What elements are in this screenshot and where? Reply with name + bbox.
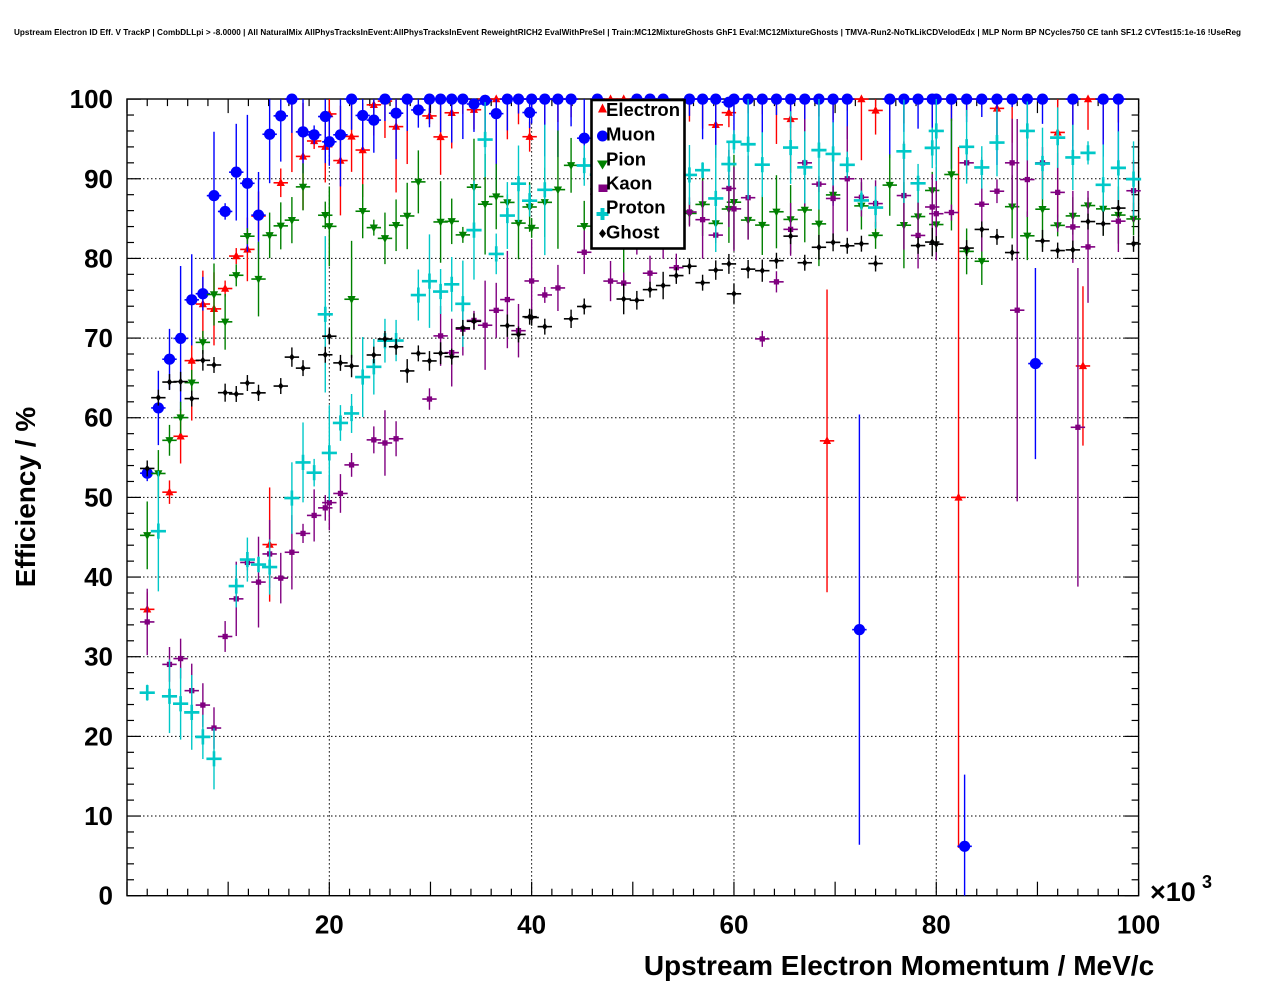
svg-text:50: 50 — [84, 482, 113, 512]
svg-text:90: 90 — [84, 164, 113, 194]
svg-text:80: 80 — [922, 910, 951, 940]
svg-text:×10: ×10 — [1150, 877, 1196, 907]
svg-text:70: 70 — [84, 323, 113, 353]
svg-text:80: 80 — [84, 243, 113, 273]
svg-text:Muon: Muon — [606, 124, 655, 145]
svg-text:20: 20 — [84, 721, 113, 751]
svg-text:0: 0 — [99, 881, 113, 911]
svg-text:Ghost: Ghost — [606, 222, 659, 243]
svg-text:Kaon: Kaon — [606, 173, 652, 194]
svg-text:Efficiency / %: Efficiency / % — [10, 407, 41, 588]
svg-text:20: 20 — [315, 910, 344, 940]
svg-text:Electron: Electron — [606, 99, 680, 120]
svg-text:40: 40 — [517, 910, 546, 940]
svg-text:Pion: Pion — [606, 149, 646, 170]
svg-text:10: 10 — [84, 801, 113, 831]
svg-text:Proton: Proton — [606, 197, 666, 218]
svg-text:60: 60 — [84, 403, 113, 433]
svg-text:Upstream Electron Momentum / M: Upstream Electron Momentum / MeV/c — [644, 950, 1154, 981]
svg-text:30: 30 — [84, 642, 113, 672]
svg-text:60: 60 — [719, 910, 748, 940]
svg-text:40: 40 — [84, 562, 113, 592]
svg-text:3: 3 — [1202, 872, 1212, 892]
svg-text:100: 100 — [1117, 910, 1160, 940]
svg-text:100: 100 — [70, 84, 113, 114]
